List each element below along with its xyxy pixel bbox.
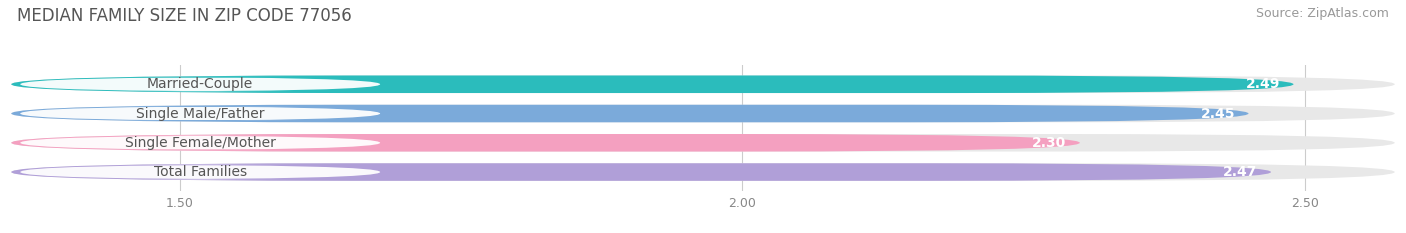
Text: Single Male/Father: Single Male/Father	[136, 106, 264, 120]
Text: 2.49: 2.49	[1246, 77, 1279, 91]
FancyBboxPatch shape	[11, 105, 1249, 122]
FancyBboxPatch shape	[20, 106, 380, 121]
Text: Total Families: Total Families	[153, 165, 247, 179]
FancyBboxPatch shape	[11, 163, 1395, 181]
Text: Source: ZipAtlas.com: Source: ZipAtlas.com	[1256, 7, 1389, 20]
FancyBboxPatch shape	[11, 134, 1395, 151]
Text: 2.30: 2.30	[1032, 136, 1066, 150]
FancyBboxPatch shape	[11, 105, 1395, 122]
Text: Single Female/Mother: Single Female/Mother	[125, 136, 276, 150]
Text: 2.45: 2.45	[1201, 106, 1234, 120]
FancyBboxPatch shape	[11, 163, 1271, 181]
FancyBboxPatch shape	[11, 75, 1294, 93]
FancyBboxPatch shape	[11, 75, 1395, 93]
FancyBboxPatch shape	[11, 134, 1080, 151]
Text: Married-Couple: Married-Couple	[148, 77, 253, 91]
FancyBboxPatch shape	[20, 135, 380, 150]
FancyBboxPatch shape	[20, 165, 380, 179]
FancyBboxPatch shape	[20, 77, 380, 92]
Text: 2.47: 2.47	[1223, 165, 1257, 179]
Text: MEDIAN FAMILY SIZE IN ZIP CODE 77056: MEDIAN FAMILY SIZE IN ZIP CODE 77056	[17, 7, 352, 25]
